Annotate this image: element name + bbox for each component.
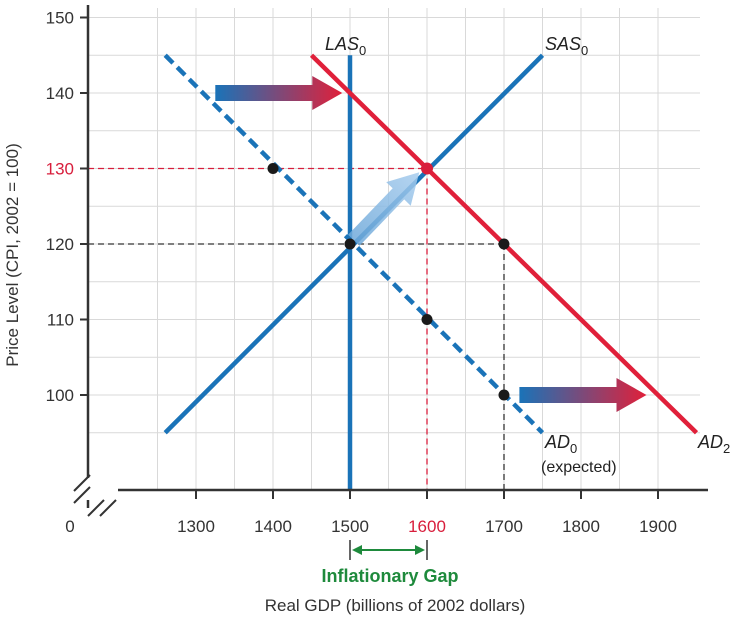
x-axis-label: Real GDP (billions of 2002 dollars) — [265, 596, 525, 615]
x-tick-label: 1400 — [254, 517, 292, 536]
curve-labels: LAS0 SAS0 AD0 (expected) AD2 — [325, 34, 730, 476]
shift-arrow — [519, 378, 647, 412]
curve-label-subscript: 0 — [359, 43, 366, 58]
curve-label-ad0: AD0 — [544, 432, 577, 456]
axes: 100 110 120 130 140 150 1300 1400 1500 1600 1700 18… — [46, 5, 708, 560]
curve-label-ad2: AD2 — [697, 432, 730, 456]
y-axis-break — [73, 486, 91, 504]
equilibrium-point — [498, 238, 510, 250]
curves — [163, 53, 699, 490]
series-line-ad0 — [163, 53, 545, 435]
x-tick-label: 1500 — [331, 517, 369, 536]
shift-arrow — [215, 76, 343, 110]
equilibrium-point — [421, 162, 433, 175]
x-tick-label: 1900 — [639, 517, 677, 536]
shift-arrows — [215, 76, 647, 412]
curve-note: (expected) — [541, 459, 617, 476]
curve-label-subscript: 0 — [581, 43, 588, 58]
y-tick-label: 120 — [46, 235, 74, 254]
y-tick-label: 100 — [46, 386, 74, 405]
x-tick-label: 1300 — [177, 517, 215, 536]
y-tick-label: 130 — [46, 160, 74, 179]
origin-label: 0 — [65, 517, 74, 536]
equilibrium-point — [267, 163, 279, 174]
equilibrium-point — [344, 238, 356, 250]
y-axis-label: Price Level (CPI, 2002 = 100) — [3, 143, 22, 366]
shift-arrow — [348, 172, 420, 246]
y-tick-label: 110 — [47, 311, 74, 330]
equilibrium-points — [267, 162, 510, 401]
reference-lines — [88, 167, 505, 490]
inflationary-gap-label: Inflationary Gap — [321, 566, 458, 586]
equilibrium-point — [498, 389, 510, 401]
x-tick-label: 1600 — [408, 517, 446, 536]
x-axis-break — [87, 499, 105, 517]
curve-label-las0: LAS0 — [325, 34, 366, 58]
y-tick-label: 150 — [46, 9, 74, 28]
curve-label-subscript: 0 — [570, 441, 577, 456]
x-tick-label: 1700 — [485, 517, 523, 536]
curve-label-sas0: SAS0 — [545, 34, 588, 58]
gap-arrowhead-left — [352, 545, 362, 555]
curve-label-subscript: 2 — [723, 441, 730, 456]
y-axis-break — [73, 474, 91, 492]
equilibrium-point — [421, 314, 433, 325]
x-axis-break — [99, 499, 117, 517]
y-tick-label: 140 — [46, 84, 74, 103]
gap-arrowhead-right — [415, 545, 425, 555]
x-tick-label: 1800 — [562, 517, 600, 536]
